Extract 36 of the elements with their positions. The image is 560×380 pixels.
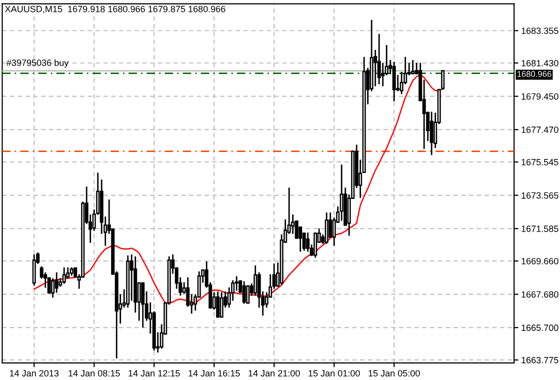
y-tick-label: 1671.585: [522, 226, 558, 232]
x-tick-label: 14 Jan 2013: [10, 370, 59, 376]
x-tick-label: 14 Jan 21:00: [248, 370, 300, 376]
chart-title: XAUUSD,M15 1679.918 1680.966 1679.875 1680.966: [5, 6, 226, 14]
ref-line-label: #39795036 buy: [6, 59, 69, 68]
candlestick: [254, 265, 258, 296]
y-tick-label: 1675.545: [522, 158, 558, 166]
y-tick-label: 1677.470: [522, 126, 558, 133]
candlestick: [377, 34, 381, 84]
x-tick-label: 14 Jan 12:15: [128, 370, 180, 376]
candlestick: [242, 281, 246, 304]
candlestick: [314, 232, 318, 258]
candlestick: [32, 254, 36, 286]
y-tick-label: 1683.355: [522, 28, 558, 34]
y-tick-label: 1669.660: [522, 258, 558, 264]
candlestick: [430, 112, 434, 156]
candlestick: [216, 291, 220, 318]
candlestick: [141, 282, 145, 328]
candlestick: [246, 285, 250, 304]
ref-line-label: 1680.966: [517, 71, 552, 77]
x-tick-label: 14 Jan 08:15: [68, 370, 120, 376]
y-tick-label: 1681.430: [522, 60, 558, 66]
y-tick-label: 1673.565: [522, 192, 558, 199]
y-tick-label: 1663.775: [522, 356, 558, 364]
x-tick-label: 15 Jan 05:00: [368, 370, 420, 376]
y-tick-label: 1679.450: [522, 93, 558, 100]
x-tick-label: 15 Jan 01:00: [308, 370, 360, 376]
candlestick: [62, 267, 66, 284]
candlestick: [220, 292, 224, 318]
x-tick-label: 14 Jan 16:15: [188, 370, 240, 376]
y-tick-label: 1665.700: [522, 324, 558, 331]
candlestick: [411, 60, 415, 74]
candlestick: [306, 232, 310, 252]
candlestick: [392, 62, 396, 102]
y-tick-label: 1667.680: [522, 291, 558, 298]
candlestick: [324, 212, 328, 244]
